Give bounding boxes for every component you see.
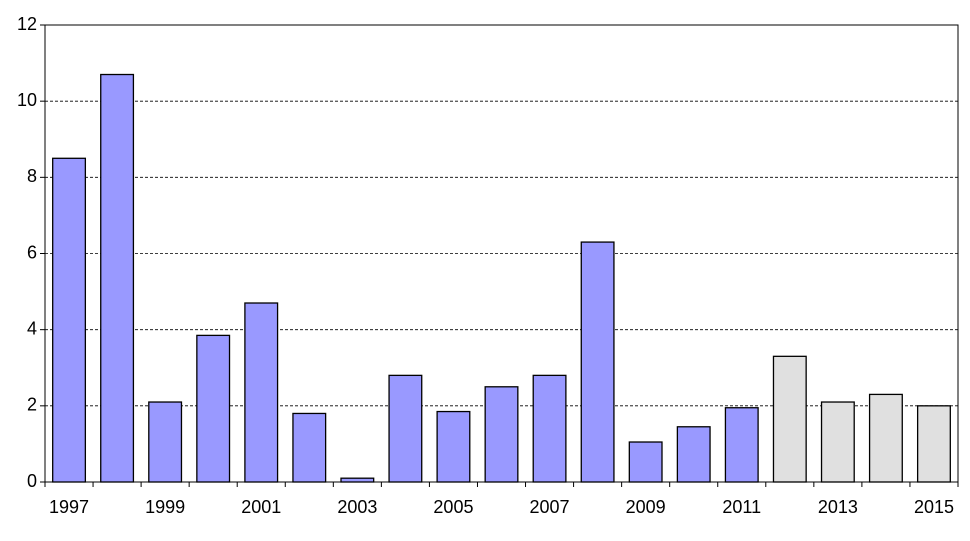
x-tick-label: 2015 (914, 497, 954, 517)
y-tick-label: 6 (27, 242, 37, 262)
y-tick-label: 2 (27, 395, 37, 415)
x-tick-label: 1999 (145, 497, 185, 517)
y-tick-label: 12 (17, 14, 37, 34)
x-tick-label: 2009 (626, 497, 666, 517)
bar (532, 374, 567, 483)
x-tick-label: 2011 (722, 497, 761, 517)
bar (580, 241, 615, 483)
bar (340, 477, 375, 483)
bar (772, 355, 807, 483)
x-tick-label: 2007 (530, 497, 570, 517)
x-tick-label: 2001 (241, 497, 281, 517)
bar (436, 410, 471, 483)
bar (724, 407, 759, 483)
x-tick-label: 1997 (49, 497, 89, 517)
bar (100, 73, 135, 483)
bar (916, 405, 951, 483)
bar (676, 426, 711, 483)
y-tick-label: 10 (17, 90, 37, 110)
bar (628, 441, 663, 483)
bar (196, 334, 231, 483)
x-tick-label: 2005 (433, 497, 473, 517)
bar (820, 401, 855, 483)
y-tick-label: 4 (27, 318, 37, 338)
y-tick-label: 8 (27, 166, 37, 186)
bar (868, 393, 903, 483)
bar (52, 157, 87, 483)
bar (148, 401, 183, 483)
y-tick-label: 0 (27, 471, 37, 491)
bar (292, 412, 327, 483)
x-tick-label: 2003 (337, 497, 377, 517)
bar (484, 386, 519, 483)
bar (388, 374, 423, 483)
x-tick-label: 2013 (818, 497, 858, 517)
bar (244, 302, 279, 483)
